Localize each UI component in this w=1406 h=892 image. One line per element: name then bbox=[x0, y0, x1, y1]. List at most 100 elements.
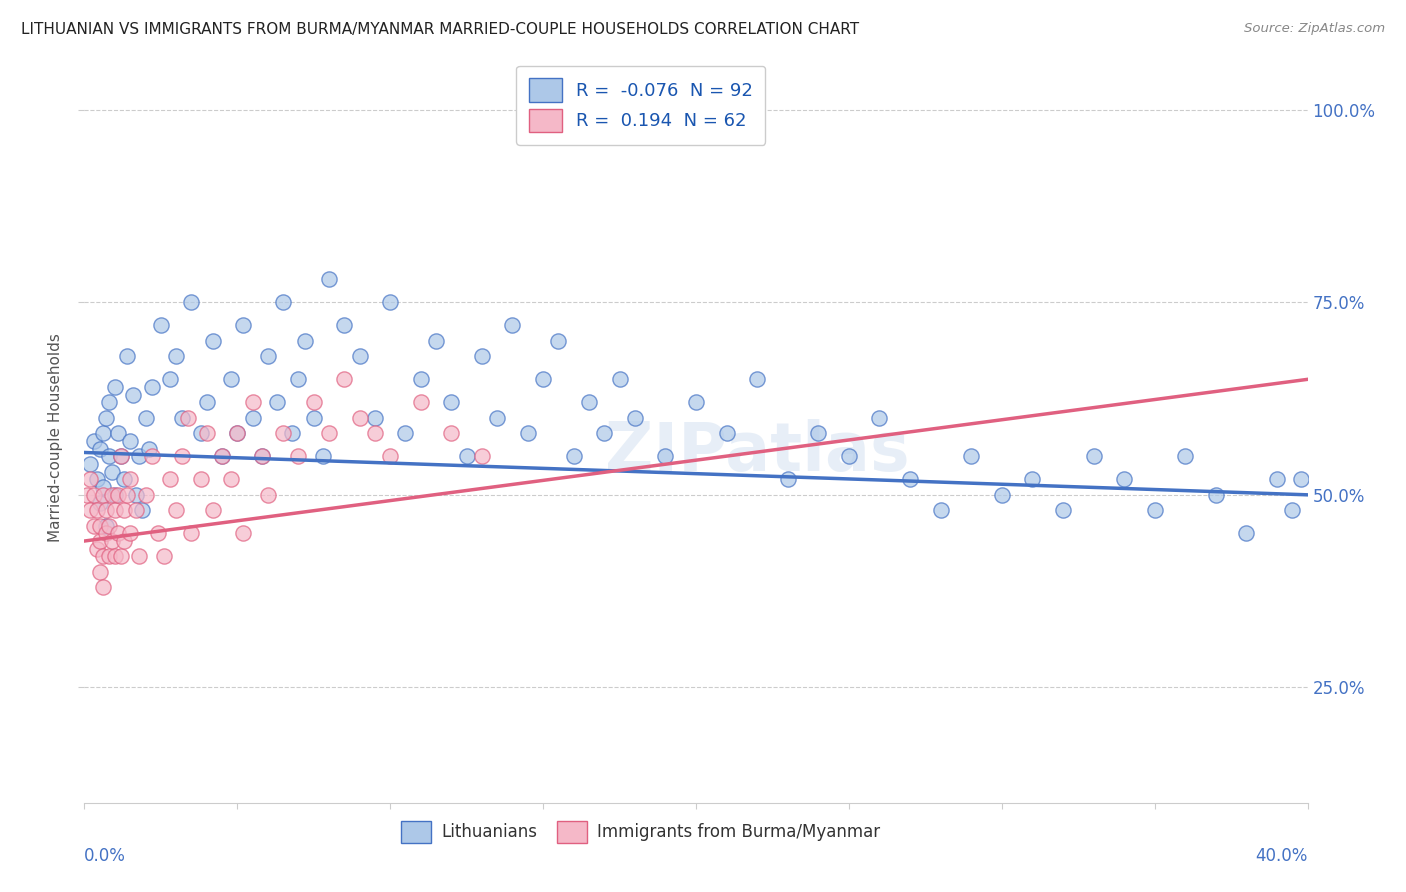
Point bbox=[242, 410, 264, 425]
Point bbox=[440, 395, 463, 409]
Point bbox=[211, 450, 233, 464]
Point bbox=[79, 457, 101, 471]
Point bbox=[94, 503, 117, 517]
Point bbox=[1291, 472, 1313, 486]
Point bbox=[104, 549, 127, 564]
Point bbox=[747, 372, 769, 386]
Point bbox=[1114, 472, 1136, 486]
Y-axis label: Married-couple Households: Married-couple Households bbox=[48, 333, 63, 541]
Point bbox=[190, 472, 212, 486]
Point bbox=[318, 426, 340, 441]
Point bbox=[201, 334, 224, 348]
Point bbox=[125, 488, 148, 502]
Point bbox=[89, 565, 111, 579]
Point bbox=[232, 318, 254, 333]
Point bbox=[250, 450, 273, 464]
Point bbox=[1083, 450, 1105, 464]
Point bbox=[318, 272, 340, 286]
Point bbox=[91, 549, 114, 564]
Point bbox=[89, 442, 111, 456]
Point bbox=[1281, 503, 1303, 517]
Point bbox=[440, 426, 463, 441]
Point bbox=[83, 518, 105, 533]
Point bbox=[110, 450, 132, 464]
Point bbox=[128, 549, 150, 564]
Point bbox=[131, 503, 153, 517]
Point bbox=[266, 395, 288, 409]
Point bbox=[364, 410, 387, 425]
Point bbox=[97, 518, 120, 533]
Point bbox=[654, 450, 676, 464]
Point bbox=[562, 450, 585, 464]
Point bbox=[112, 534, 135, 549]
Point bbox=[409, 395, 432, 409]
Point bbox=[471, 349, 494, 363]
Point bbox=[112, 503, 135, 517]
Point bbox=[609, 372, 631, 386]
Point bbox=[165, 349, 187, 363]
Point bbox=[110, 549, 132, 564]
Text: 0.0%: 0.0% bbox=[84, 847, 127, 864]
Point bbox=[578, 395, 600, 409]
Point bbox=[135, 410, 157, 425]
Point bbox=[281, 426, 304, 441]
Point bbox=[138, 442, 160, 456]
Point bbox=[97, 450, 120, 464]
Point bbox=[502, 318, 524, 333]
Point bbox=[486, 410, 509, 425]
Point bbox=[1021, 472, 1043, 486]
Point bbox=[190, 426, 212, 441]
Point bbox=[141, 450, 163, 464]
Text: 40.0%: 40.0% bbox=[1256, 847, 1308, 864]
Point bbox=[112, 472, 135, 486]
Point bbox=[211, 450, 233, 464]
Point bbox=[104, 488, 127, 502]
Point bbox=[869, 410, 891, 425]
Point bbox=[624, 410, 647, 425]
Point bbox=[94, 526, 117, 541]
Point bbox=[226, 426, 249, 441]
Point bbox=[547, 334, 569, 348]
Point bbox=[1174, 450, 1197, 464]
Point bbox=[159, 472, 181, 486]
Point bbox=[349, 410, 371, 425]
Point bbox=[838, 450, 860, 464]
Text: Source: ZipAtlas.com: Source: ZipAtlas.com bbox=[1244, 22, 1385, 36]
Point bbox=[312, 450, 335, 464]
Point bbox=[456, 450, 478, 464]
Point bbox=[101, 534, 124, 549]
Point bbox=[94, 518, 117, 533]
Point bbox=[685, 395, 707, 409]
Point bbox=[380, 295, 402, 310]
Point bbox=[83, 488, 105, 502]
Point bbox=[177, 410, 200, 425]
Point bbox=[146, 526, 169, 541]
Point bbox=[364, 426, 387, 441]
Point bbox=[271, 426, 294, 441]
Point bbox=[991, 488, 1014, 502]
Point bbox=[929, 503, 952, 517]
Point bbox=[91, 426, 114, 441]
Point bbox=[960, 450, 983, 464]
Point bbox=[172, 410, 194, 425]
Point bbox=[257, 349, 280, 363]
Point bbox=[104, 380, 127, 394]
Point bbox=[394, 426, 416, 441]
Point bbox=[716, 426, 738, 441]
Point bbox=[287, 450, 309, 464]
Point bbox=[153, 549, 176, 564]
Point bbox=[226, 426, 249, 441]
Point bbox=[91, 580, 114, 594]
Point bbox=[201, 503, 224, 517]
Point bbox=[89, 495, 111, 509]
Point bbox=[409, 372, 432, 386]
Point bbox=[425, 334, 447, 348]
Point bbox=[593, 426, 616, 441]
Point bbox=[120, 434, 142, 448]
Point bbox=[242, 395, 264, 409]
Point bbox=[180, 526, 202, 541]
Point bbox=[302, 395, 325, 409]
Point bbox=[219, 472, 242, 486]
Point bbox=[120, 472, 142, 486]
Text: ZIPatlas: ZIPatlas bbox=[605, 418, 910, 484]
